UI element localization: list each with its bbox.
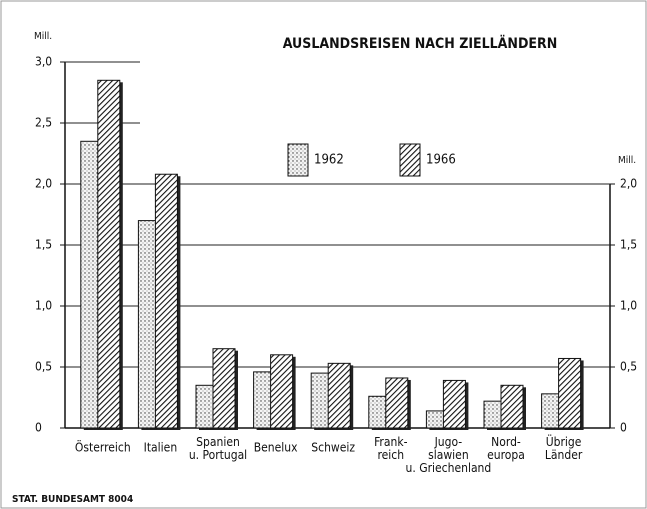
y2-tick-label: 2,0 (620, 177, 637, 191)
x-tick-label: Benelux (254, 441, 298, 455)
y2-tick-label: 0 (620, 421, 627, 435)
y-tick-label: 0 (35, 421, 42, 435)
bar (270, 354, 294, 429)
y2-tick-label: 0,5 (620, 360, 637, 374)
y-tick-label: 3,0 (35, 55, 52, 69)
bar (558, 357, 582, 429)
legend-label: 1962 (314, 153, 344, 168)
y-tick-label: 0,5 (35, 360, 52, 374)
x-tick-label: Jugo-slawien u. Griechenland (406, 435, 492, 475)
source: STAT. BUNDESAMT 8004 (12, 494, 133, 505)
x-tick-label: Übrige Länder (545, 433, 583, 462)
x-tick-label: Spanien u. Portugal (189, 435, 247, 462)
x-tick-label: Nord-europa (487, 435, 525, 462)
bar (500, 384, 524, 429)
chart-title: AUSLANDSREISEN NACH ZIELLÄNDERN (283, 35, 558, 52)
bar (212, 348, 236, 429)
bar (154, 173, 178, 429)
x-tick-label: Italien (144, 441, 178, 455)
x-tick-label: Frank-reich (374, 435, 407, 462)
bar (327, 362, 351, 429)
bar (442, 379, 466, 429)
y-tick-label: 1,5 (35, 238, 52, 252)
y-tick-label: 2,5 (35, 116, 52, 130)
y-tick-label: 1,0 (35, 299, 52, 313)
y2-tick-label: 1,5 (620, 238, 637, 252)
legend-swatch (287, 143, 309, 177)
legend-label: 1966 (426, 153, 456, 168)
bar (385, 377, 409, 429)
x-tick-label: Österreich (75, 439, 131, 455)
y-tick-label: 2,0 (35, 177, 52, 191)
bar (97, 79, 121, 429)
y2-tick-label: 1,0 (620, 299, 637, 313)
legend-swatch (399, 143, 421, 177)
x-tick-label: Schweiz (311, 441, 355, 455)
y-axis-label: Mill. (34, 31, 52, 42)
y2-axis-label: Mill. (618, 155, 636, 166)
